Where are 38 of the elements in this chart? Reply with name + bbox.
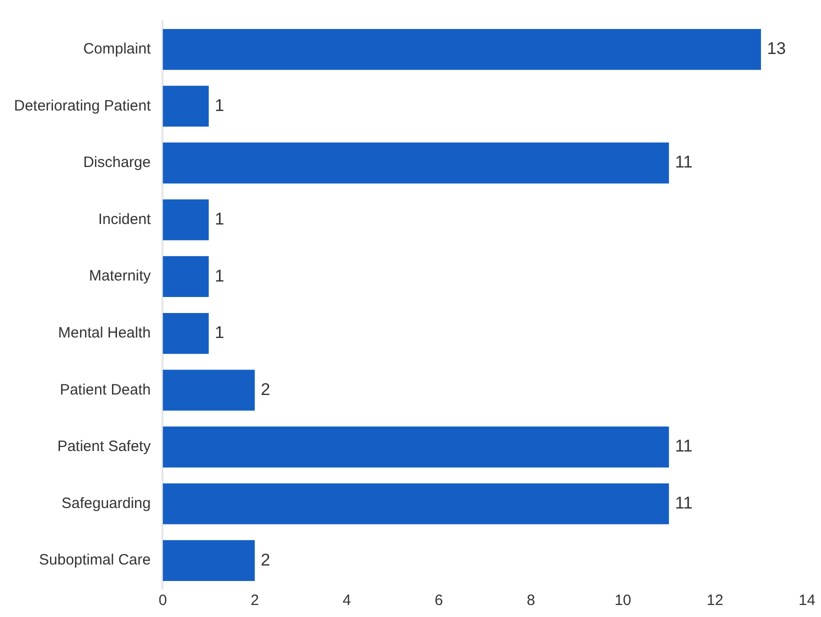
y-tick-label: Safeguarding [61,494,151,512]
bar [162,370,255,411]
y-tick-label: Deteriorating Patient [14,97,152,114]
data-label: 1 [214,209,224,228]
data-label: 11 [674,152,693,172]
bar [162,86,209,127]
data-label: 13 [766,39,786,58]
x-tick-label: 12 [706,592,724,610]
data-label: 1 [214,96,224,115]
data-label: 2 [260,550,270,570]
y-tick-label: Complaint [83,40,152,58]
y-tick-label: Incident [98,210,152,228]
x-tick-label: 8 [526,592,536,610]
y-tick-label: Discharge [83,154,151,172]
bar [162,312,209,354]
data-label: 1 [214,323,224,342]
x-tick-label: 6 [434,592,444,610]
data-label: 2 [260,380,270,399]
y-tick-label: Maternity [89,268,152,285]
data-label: 11 [674,436,693,456]
x-tick-label: 2 [250,592,259,610]
bar [162,540,255,582]
bar [162,483,669,524]
y-tick-label: Patient Safety [57,438,152,456]
x-tick-label: 4 [342,592,351,610]
y-tick-label: Patient Death [60,381,151,398]
bar [162,256,209,298]
bar [162,199,209,240]
y-tick-label: Mental Health [58,324,151,342]
x-tick-label: 0 [158,592,167,610]
x-tick-label: 14 [798,592,816,610]
bar [162,426,669,468]
data-label: 1 [214,266,224,286]
x-tick-label: 10 [614,592,632,610]
data-label: 11 [674,493,693,512]
y-tick-label: Suboptimal Care [39,552,151,569]
bar [162,142,669,184]
bar [162,28,761,70]
